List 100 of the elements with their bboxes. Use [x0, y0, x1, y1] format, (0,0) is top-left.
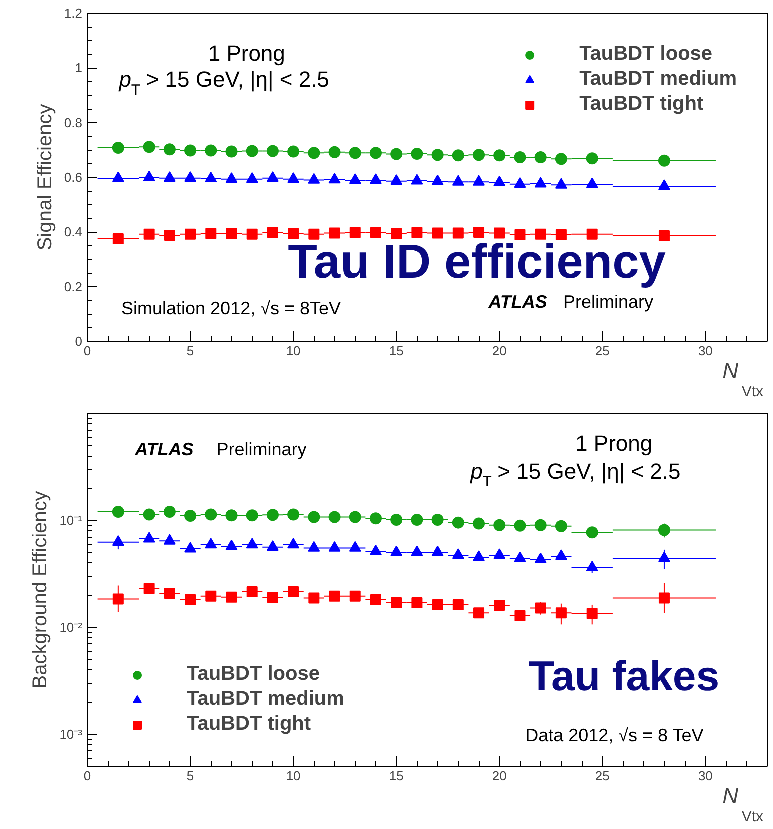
point [328, 173, 341, 184]
point [328, 541, 341, 552]
point [308, 511, 320, 524]
annotation: Tau ID efficiency [288, 236, 666, 290]
point [226, 510, 238, 522]
point [535, 602, 546, 614]
point [112, 234, 124, 244]
annotation: ATLAS [488, 292, 548, 312]
point [144, 583, 155, 594]
legend-label: TauBDT loose [187, 663, 320, 686]
y-axis-title: Signal Efficiency [34, 104, 56, 251]
legend-label: TauBDT tight [187, 713, 312, 736]
point [514, 520, 526, 532]
point [658, 592, 670, 604]
point [514, 177, 526, 188]
point [328, 511, 341, 524]
point [391, 598, 402, 609]
point [535, 228, 546, 240]
point [514, 610, 526, 622]
point [164, 171, 176, 182]
legend-label: TauBDT medium [580, 68, 737, 91]
annotation: 1 Prong [576, 430, 653, 456]
point [390, 174, 403, 185]
point [308, 541, 320, 552]
x-tick-label: 25 [595, 768, 610, 784]
point [586, 228, 598, 240]
x-tick-label: 10 [286, 768, 301, 784]
legend-label: TauBDT tight [580, 93, 704, 116]
x-tick-label: 15 [389, 344, 404, 358]
point [556, 229, 567, 240]
point [288, 228, 300, 240]
point [432, 546, 444, 556]
x-axis-title: NVtx [722, 358, 764, 400]
point [474, 608, 485, 619]
point [206, 228, 217, 240]
point [432, 174, 444, 186]
point [226, 540, 238, 550]
point [308, 228, 320, 240]
y-tick-label: 0.2 [64, 279, 83, 294]
point [288, 538, 300, 549]
point [288, 586, 300, 598]
point [205, 508, 218, 521]
point [164, 144, 176, 156]
annotation: ATLAS [134, 439, 194, 460]
point [267, 592, 278, 604]
point [658, 180, 670, 190]
point [411, 174, 424, 185]
point [556, 608, 567, 619]
y-axis-title: Background Efficiency [30, 491, 52, 689]
point [452, 150, 464, 162]
point [226, 172, 238, 184]
point [586, 526, 598, 539]
point [308, 173, 320, 184]
point [226, 228, 238, 240]
x-tick-label: 5 [186, 768, 194, 784]
point [534, 519, 547, 532]
y-tick-label: 0.4 [64, 224, 83, 240]
point [267, 227, 278, 238]
point [391, 228, 402, 240]
point [514, 152, 526, 164]
x-tick-label: 20 [492, 768, 507, 784]
point [308, 592, 320, 604]
point [473, 518, 486, 530]
point [432, 514, 444, 526]
point [266, 145, 279, 158]
point [226, 592, 238, 603]
point [586, 561, 598, 572]
point [658, 154, 670, 167]
y-tick-label: 0.8 [64, 115, 83, 130]
x-tick-label: 10 [286, 344, 301, 358]
point [184, 171, 197, 182]
point [184, 510, 197, 522]
point [226, 146, 238, 158]
point [658, 552, 670, 562]
point [164, 230, 176, 241]
point [112, 506, 124, 518]
point [266, 171, 279, 182]
y-tick-label: 1 [75, 60, 83, 76]
point [350, 590, 361, 602]
point [349, 541, 362, 552]
point [586, 152, 598, 165]
point [452, 548, 464, 560]
point [288, 508, 300, 521]
point [432, 599, 444, 610]
point [144, 228, 155, 240]
point [555, 153, 568, 166]
point [586, 178, 598, 188]
point [555, 550, 568, 560]
point [370, 512, 382, 525]
point [143, 532, 156, 543]
point [658, 524, 670, 536]
point [494, 548, 506, 560]
point [328, 146, 341, 158]
point [452, 599, 464, 610]
point [473, 550, 486, 562]
point [349, 174, 362, 184]
point [452, 228, 464, 239]
point [494, 176, 506, 186]
point [370, 147, 382, 160]
point [308, 147, 320, 160]
